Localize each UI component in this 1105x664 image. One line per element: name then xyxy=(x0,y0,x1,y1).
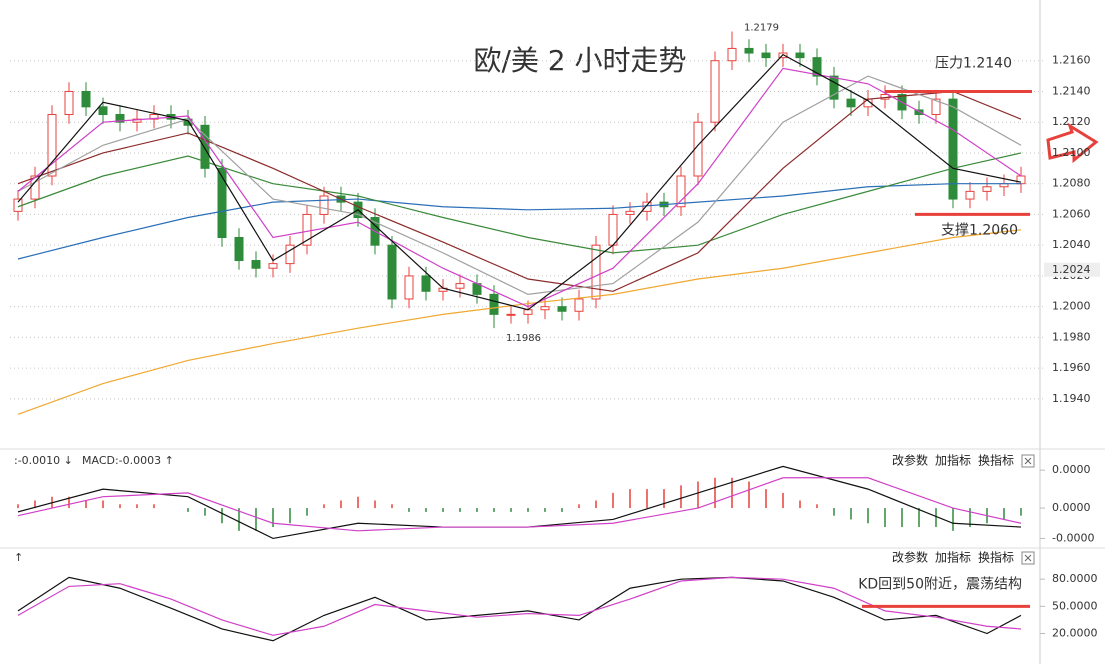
candle-body xyxy=(965,190,975,200)
candle-body xyxy=(64,90,74,116)
candle-body xyxy=(829,75,839,100)
y-tick-label: 50.0000 xyxy=(1052,599,1098,612)
level-label: 压力1.2140 xyxy=(935,55,1012,71)
y-tick-label: 80.0000 xyxy=(1052,572,1098,585)
candle-body xyxy=(523,309,533,315)
indicator-line xyxy=(17,576,1022,636)
candle-body xyxy=(795,52,805,59)
panel-tool[interactable]: 改参数 xyxy=(892,550,928,565)
candle-body xyxy=(251,260,261,269)
candle-body xyxy=(846,98,856,108)
candle-body xyxy=(642,201,652,212)
panel-header: ↑ xyxy=(14,551,23,564)
candle-body xyxy=(574,298,584,312)
candle-body xyxy=(47,114,57,177)
candle-body xyxy=(710,60,720,123)
candle-body xyxy=(540,306,550,311)
panel-header: MACD:-0.0003 ↑ xyxy=(82,454,174,467)
level-label: 支撑1.2060 xyxy=(941,222,1018,238)
level-label: KD回到50附近，震荡结构 xyxy=(858,576,1022,592)
y-tick-label: 0.0000 xyxy=(1052,501,1091,514)
panel-tool[interactable]: 换指标 xyxy=(978,453,1014,468)
candle-body xyxy=(132,118,142,123)
y-tick-label: 1.2120 xyxy=(1052,115,1091,128)
candle-body xyxy=(931,98,941,116)
price-tag-label: 1.2024 xyxy=(1052,263,1091,276)
chart-title: 欧/美 2 小时走势 xyxy=(473,44,686,77)
candle-body xyxy=(744,47,754,54)
direction-arrow xyxy=(1046,122,1099,164)
y-tick-label: 1.2140 xyxy=(1052,84,1091,97)
indicator-line xyxy=(17,90,1022,292)
extreme-label: 1.2179 xyxy=(744,23,779,34)
y-tick-label: 1.2080 xyxy=(1052,177,1091,190)
y-tick-label: 0.0000 xyxy=(1052,463,1091,476)
indicator-line xyxy=(17,477,1022,532)
candle-body xyxy=(982,186,992,192)
indicator-line xyxy=(17,152,1022,254)
candle-body xyxy=(608,213,618,246)
candle-body xyxy=(81,90,91,108)
candle-body xyxy=(761,52,771,59)
indicator-line xyxy=(17,53,1022,311)
candle-body xyxy=(489,293,499,315)
y-tick-label: 1.2060 xyxy=(1052,207,1091,220)
indicator-line xyxy=(17,576,1022,642)
indicator-line xyxy=(17,75,1022,295)
panel-tool[interactable]: 加指标 xyxy=(935,453,971,468)
candle-body xyxy=(98,106,108,116)
candle-body xyxy=(387,244,397,300)
close-icon xyxy=(1024,457,1032,465)
y-tick-label: 1.2160 xyxy=(1052,54,1091,67)
indicator-line xyxy=(17,229,1022,415)
panel-tool[interactable]: 加指标 xyxy=(935,550,971,565)
candle-body xyxy=(234,236,244,262)
y-tick-label: 1.1960 xyxy=(1052,361,1091,374)
y-tick-label: -0.0000 xyxy=(1052,531,1094,544)
indicator-line xyxy=(17,67,1022,308)
candle-body xyxy=(115,114,125,123)
candle-body xyxy=(812,57,822,77)
panel-tool[interactable]: 改参数 xyxy=(892,453,928,468)
candle-body xyxy=(268,263,278,269)
candle-body xyxy=(676,175,686,208)
candle-body xyxy=(455,283,465,289)
candle-body xyxy=(914,109,924,116)
indicator-line xyxy=(17,183,1021,260)
candle-body xyxy=(319,195,329,215)
candle-body xyxy=(285,244,295,265)
extreme-label: 1.1986 xyxy=(506,333,541,344)
candle-body xyxy=(1016,175,1026,185)
candle-body xyxy=(404,275,414,300)
candle-body xyxy=(506,313,516,316)
candle-body xyxy=(591,244,601,300)
candle-body xyxy=(727,47,737,62)
candle-body xyxy=(557,306,567,312)
candle-body xyxy=(421,275,431,292)
y-tick-label: 1.2100 xyxy=(1052,146,1091,159)
candle-body xyxy=(149,114,159,120)
panel-header: :-0.0010 ↓ xyxy=(14,454,73,467)
price-tag xyxy=(1044,262,1100,277)
y-tick-label: 1.2000 xyxy=(1052,300,1091,313)
candle-body xyxy=(625,210,635,215)
candle-body xyxy=(302,213,312,246)
candle-body xyxy=(217,167,227,238)
y-tick-label: 1.2040 xyxy=(1052,238,1091,251)
close-icon xyxy=(1024,554,1032,562)
y-tick-label: 20.0000 xyxy=(1052,627,1098,640)
y-tick-label: 1.1940 xyxy=(1052,392,1091,405)
y-tick-label: 1.1980 xyxy=(1052,330,1091,343)
candle-body xyxy=(948,98,958,200)
panel-tool[interactable]: 换指标 xyxy=(978,550,1014,565)
